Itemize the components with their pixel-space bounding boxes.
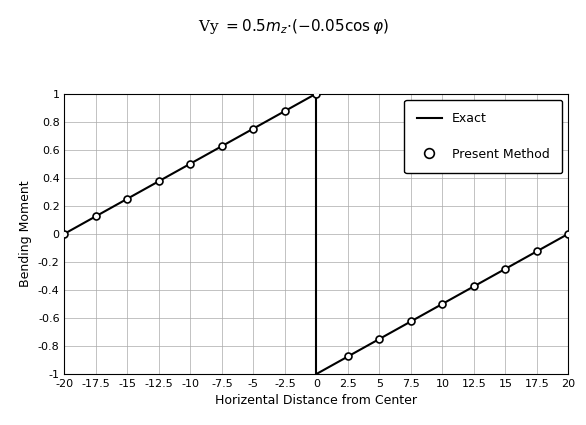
Text: Vy $= 0.5m_z{\cdot}(-0.05\cos\varphi)$: Vy $= 0.5m_z{\cdot}(-0.05\cos\varphi)$ (197, 17, 389, 36)
X-axis label: Horizental Distance from Center: Horizental Distance from Center (216, 394, 417, 408)
Y-axis label: Bending Moment: Bending Moment (19, 181, 32, 287)
Legend: Exact, Present Method: Exact, Present Method (404, 100, 562, 173)
